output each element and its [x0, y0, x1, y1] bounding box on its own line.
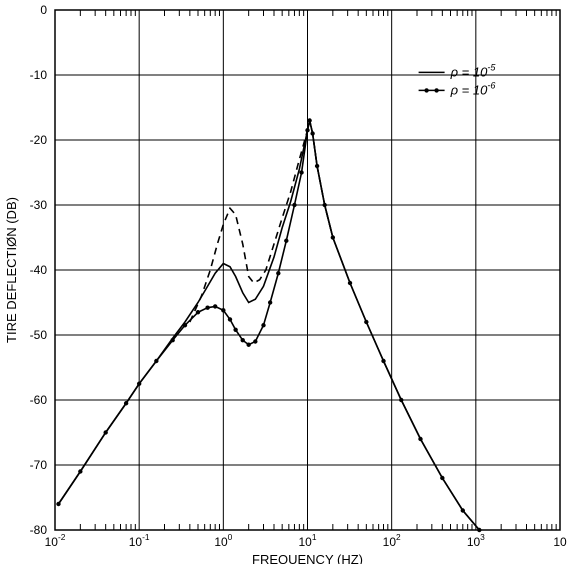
- chart-svg: 10-210-1100101102103100-10-20-30-40-50-6…: [0, 0, 568, 564]
- x-tick-label: 10: [553, 535, 567, 549]
- y-tick-label: -50: [30, 328, 48, 342]
- y-axis-label: TIRE DEFLECTIØN (DB): [4, 197, 19, 343]
- y-tick-label: -60: [30, 393, 48, 407]
- y-tick-label: -70: [30, 458, 48, 472]
- y-tick-label: -80: [30, 523, 48, 537]
- y-tick-label: -20: [30, 133, 48, 147]
- y-tick-label: -40: [30, 263, 48, 277]
- chart-container: { "chart": { "type": "line", "width": 56…: [0, 0, 568, 564]
- y-tick-label: 0: [40, 3, 47, 17]
- y-tick-label: -10: [30, 68, 48, 82]
- y-tick-label: -30: [30, 198, 48, 212]
- x-axis-label: FREQUENCY (HZ): [252, 552, 363, 564]
